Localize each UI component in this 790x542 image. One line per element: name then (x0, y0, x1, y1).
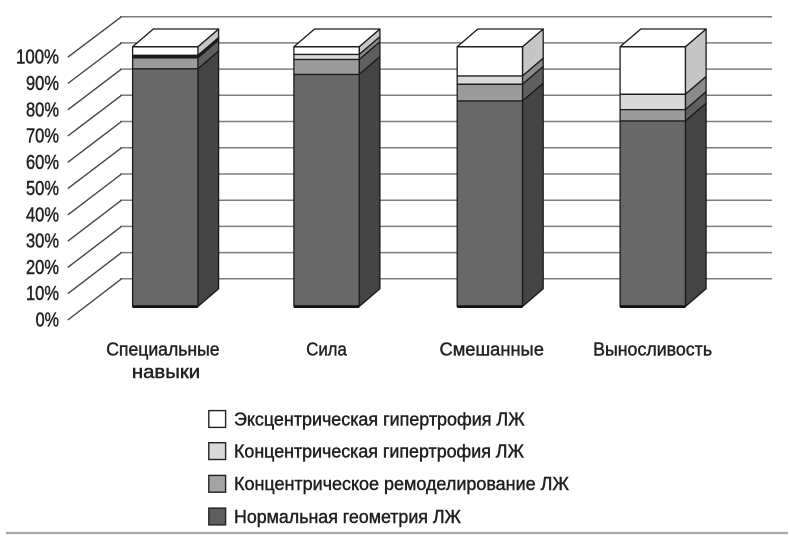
svg-text:30%: 30% (26, 231, 59, 253)
svg-text:40%: 40% (26, 204, 59, 226)
svg-text:Нормальная геометрия ЛЖ: Нормальная геометрия ЛЖ (234, 507, 461, 527)
svg-text:50%: 50% (26, 178, 59, 200)
svg-text:Сила: Сила (306, 339, 347, 360)
svg-text:Эксцентрическая гипертрофия ЛЖ: Эксцентрическая гипертрофия ЛЖ (234, 409, 525, 429)
svg-text:0%: 0% (36, 310, 60, 332)
svg-text:Специальные: Специальные (106, 339, 219, 360)
svg-text:60%: 60% (26, 152, 59, 174)
svg-text:20%: 20% (26, 257, 59, 279)
svg-text:80%: 80% (26, 99, 59, 121)
svg-text:Концентрическая гипертрофия ЛЖ: Концентрическая гипертрофия ЛЖ (234, 441, 524, 461)
svg-text:100%: 100% (16, 47, 59, 69)
svg-text:10%: 10% (26, 283, 59, 305)
svg-text:70%: 70% (26, 126, 59, 148)
svg-text:Смешанные: Смешанные (440, 339, 544, 360)
svg-text:Выносливость: Выносливость (593, 339, 712, 360)
svg-text:навыки: навыки (132, 361, 200, 382)
svg-text:Концентрическое ремоделировани: Концентрическое ремоделирование ЛЖ (234, 474, 569, 494)
svg-text:90%: 90% (26, 73, 59, 95)
